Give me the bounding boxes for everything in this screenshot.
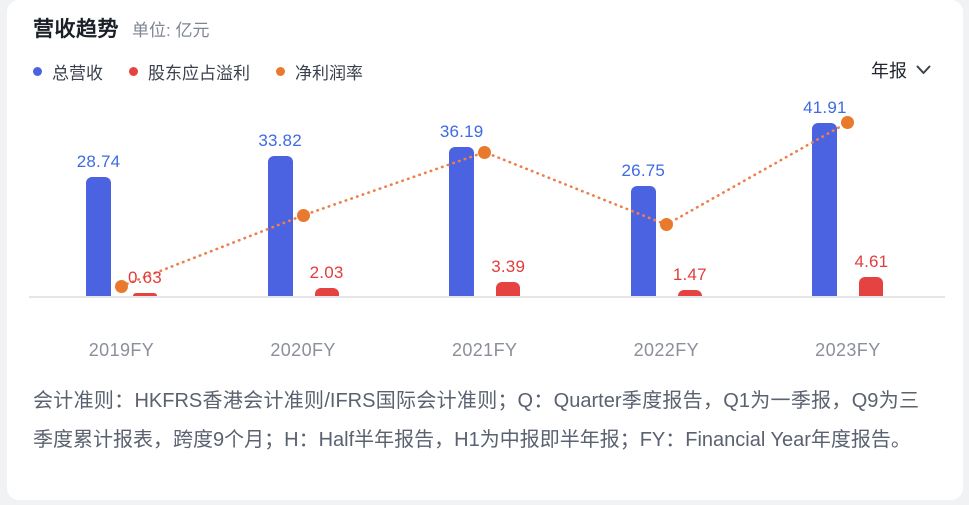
legend-item-label: 股东应占溢利 [148,64,250,83]
chevron-down-icon [916,65,931,74]
profit-value-label: 4.61 [854,251,889,271]
profit-value-label: 0.63 [128,268,162,288]
profit-value-label: 1.47 [672,264,707,284]
profit-bar [133,293,157,296]
net-margin-point [296,208,310,222]
legend-item-0[interactable]: 总营收 [33,59,103,84]
period-selector-label: 年报 [871,61,907,81]
legend-dot-orange-icon [276,67,285,76]
legend-dot-red-icon [129,67,138,76]
legend-item-label: 总营收 [52,64,103,83]
revenue-value-label: 36.19 [439,121,484,141]
profit-bar [859,276,884,296]
revenue-value-label: 26.75 [621,160,666,180]
legend-item-label: 净利润率 [295,64,363,83]
x-axis-tick-label: 2021FY [451,340,518,360]
profit-bar [314,287,339,296]
page-title: 营收趋势 [33,18,119,41]
footnote: 会计准则：HKFRS香港会计准则/IFRS国际会计准则；Q：Quarter季度报… [33,390,919,451]
revenue-value-label: 33.82 [258,131,302,151]
profit-bar [677,289,702,296]
net-margin-point [659,218,673,232]
profit-bar [496,281,521,296]
revenue-value-label: 28.74 [76,152,121,172]
x-axis-tick-label: 2022FY [633,340,700,360]
period-selector[interactable]: 年报 [871,57,931,83]
x-axis-tick-label: 2023FY [815,340,881,360]
revenue-trend-card: 营收趋势 单位: 亿元 总营收 股东应占溢利 净利润率 年报 28.74 0.63 20… [7,0,963,500]
legend-dot-blue-icon [33,67,42,76]
net-margin-point [478,145,492,159]
legend-item-2[interactable]: 净利润率 [276,59,363,84]
unit-label: 单位: 亿元 [132,21,210,40]
revenue-value-label: 41.91 [803,97,847,117]
profit-value-label: 2.03 [309,262,344,282]
x-axis-tick-label: 2020FY [270,340,336,360]
legend-item-1[interactable]: 股东应占溢利 [129,59,250,84]
card-header: 营收趋势 单位: 亿元 [33,13,209,43]
x-axis-tick-label: 2019FY [88,340,155,360]
revenue-bar [86,177,111,296]
chart-area: 28.74 0.63 2019FY 33.82 2.03 2020FY 36.19 3.39 2… [7,0,963,500]
x-axis-baseline [29,296,945,298]
profit-value-label: 3.39 [491,256,526,276]
chart-legend: 总营收 股东应占溢利 净利润率 [33,59,363,84]
